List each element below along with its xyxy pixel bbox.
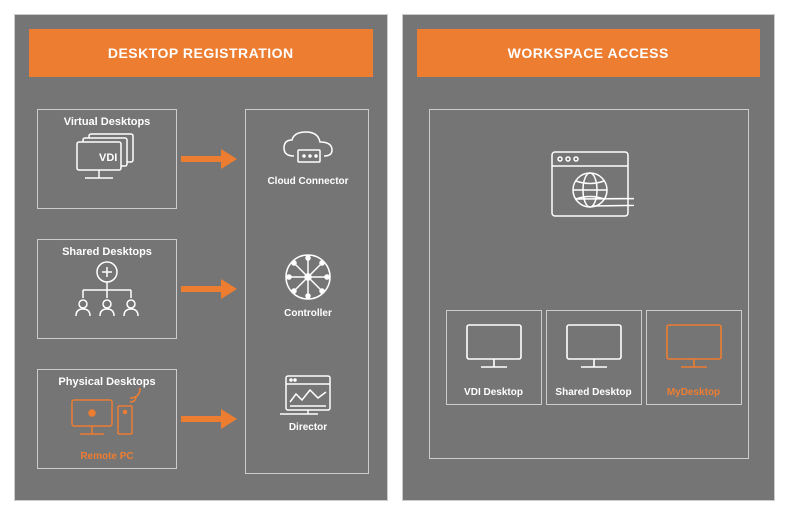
workspace-shared-desktop: Shared Desktop bbox=[546, 310, 642, 405]
target-controller: Controller bbox=[246, 250, 370, 319]
target-director: Director bbox=[246, 372, 370, 433]
monitor-icon bbox=[459, 321, 529, 375]
monitor-icon bbox=[559, 321, 629, 375]
panel-header-left: DESKTOP REGISTRATION bbox=[29, 29, 373, 77]
target-label: Cloud Connector bbox=[246, 176, 370, 187]
target-label: Director bbox=[246, 422, 370, 433]
vdi-stack-icon: VDI bbox=[67, 128, 147, 188]
left-body: Virtual Desktops VDI Shared Desktops bbox=[29, 91, 373, 486]
shared-tree-icon bbox=[67, 258, 147, 322]
svg-text:VDI: VDI bbox=[99, 152, 117, 164]
desktop-registration-panel: DESKTOP REGISTRATION Virtual Desktops VD… bbox=[14, 14, 388, 501]
arrow-icon bbox=[181, 409, 237, 429]
source-virtual-desktops: Virtual Desktops VDI bbox=[37, 109, 177, 209]
source-physical-desktops: Physical Desktops Remote PC bbox=[37, 369, 177, 469]
remote-pc-icon bbox=[62, 388, 152, 443]
controller-icon bbox=[281, 250, 335, 304]
workspace-mydesktop: MyDesktop bbox=[646, 310, 742, 405]
workspace-outer-box: VDI Desktop Shared Desktop bbox=[429, 109, 749, 459]
target-label: Controller bbox=[246, 308, 370, 319]
source-title: Physical Desktops bbox=[38, 370, 176, 388]
arrow-icon bbox=[181, 279, 237, 299]
cloud-connector-icon bbox=[276, 128, 340, 172]
source-shared-desktops: Shared Desktops bbox=[37, 239, 177, 339]
source-title: Virtual Desktops bbox=[38, 110, 176, 128]
browser-globe-icon bbox=[546, 148, 634, 222]
workspace-label: MyDesktop bbox=[647, 387, 741, 398]
source-title: Shared Desktops bbox=[38, 240, 176, 258]
workspace-label: Shared Desktop bbox=[547, 387, 641, 398]
workspace-label: VDI Desktop bbox=[447, 387, 541, 398]
monitor-icon bbox=[659, 321, 729, 375]
target-cloud-connector: Cloud Connector bbox=[246, 128, 370, 187]
source-caption: Remote PC bbox=[38, 451, 176, 462]
director-icon bbox=[280, 372, 336, 418]
right-body: VDI Desktop Shared Desktop bbox=[417, 91, 761, 486]
arrow-icon bbox=[181, 149, 237, 169]
panel-header-right: WORKSPACE ACCESS bbox=[417, 29, 761, 77]
workspace-access-panel: WORKSPACE ACCESS bbox=[402, 14, 776, 501]
workspace-vdi-desktop: VDI Desktop bbox=[446, 310, 542, 405]
targets-column: Cloud Connector bbox=[245, 109, 369, 474]
